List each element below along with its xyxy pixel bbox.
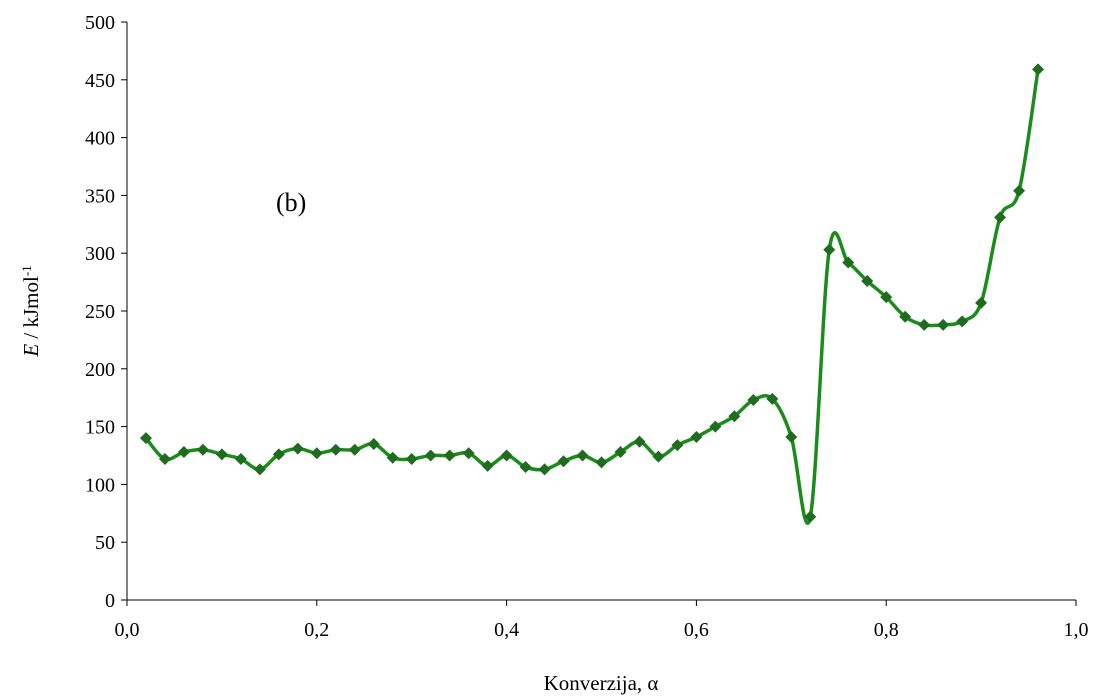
data-point-marker — [975, 296, 988, 309]
data-point-marker — [272, 448, 285, 461]
data-point-marker — [557, 455, 570, 468]
y-tick-label: 0 — [105, 590, 115, 612]
y-tick-label: 50 — [95, 532, 115, 554]
y-tick-label: 300 — [85, 243, 115, 265]
chart-annotation: (b) — [276, 188, 306, 217]
data-point-marker — [880, 291, 893, 304]
data-point-marker — [633, 435, 646, 448]
data-point-marker — [215, 448, 228, 461]
x-axis-title: Konverzija, α — [544, 671, 659, 695]
data-point-marker — [538, 463, 551, 476]
data-point-marker — [291, 442, 304, 455]
y-tick-label: 100 — [85, 474, 115, 496]
data-point-marker — [709, 420, 722, 433]
y-tick-label: 150 — [85, 417, 115, 439]
x-tick-label: 0,4 — [494, 619, 519, 641]
data-point-marker — [329, 443, 342, 456]
y-tick-label: 250 — [85, 301, 115, 323]
data-point-marker — [785, 431, 798, 444]
data-point-marker — [690, 431, 703, 444]
data-point-marker — [177, 446, 190, 459]
data-point-marker — [918, 318, 931, 331]
series-markers — [139, 63, 1045, 523]
data-point-marker — [747, 394, 760, 407]
data-point-marker — [367, 437, 380, 450]
data-point-marker — [443, 449, 456, 462]
data-point-marker — [861, 274, 874, 287]
data-point-marker — [956, 315, 969, 328]
axes — [126, 22, 1076, 601]
data-point-marker — [424, 449, 437, 462]
y-axis-title-symbol: E — [19, 344, 43, 358]
data-point-marker — [234, 452, 247, 465]
data-point-marker — [1013, 184, 1026, 197]
data-point-marker — [310, 447, 323, 460]
data-point-marker — [804, 510, 817, 523]
data-point-marker — [1032, 63, 1045, 76]
y-axis-ticks: 0 50 100 150 200 250 300 350 400 450 500 — [85, 12, 127, 612]
data-point-marker — [937, 318, 950, 331]
y-tick-label: 400 — [85, 128, 115, 150]
data-point-marker — [842, 256, 855, 269]
data-point-marker — [899, 310, 912, 323]
data-point-marker — [500, 449, 513, 462]
y-tick-label: 350 — [85, 185, 115, 207]
y-tick-label: 200 — [85, 359, 115, 381]
y-axis-title: E / kJmol-1 — [19, 265, 44, 357]
x-tick-label: 0,0 — [115, 619, 140, 641]
data-point-marker — [994, 211, 1007, 224]
data-point-marker — [348, 443, 361, 456]
data-point-marker — [595, 456, 608, 469]
data-point-marker — [519, 461, 532, 474]
data-point-marker — [823, 243, 836, 256]
x-tick-label: 1,0 — [1064, 619, 1089, 641]
data-point-marker — [158, 452, 171, 465]
data-point-marker — [196, 443, 209, 456]
data-point-marker — [614, 446, 627, 459]
y-tick-label: 450 — [85, 70, 115, 92]
data-point-marker — [139, 432, 152, 445]
data-point-marker — [766, 392, 779, 405]
data-point-marker — [386, 451, 399, 464]
data-point-marker — [652, 450, 665, 463]
data-point-marker — [405, 452, 418, 465]
data-point-marker — [576, 449, 589, 462]
data-point-marker — [728, 410, 741, 423]
x-axis-ticks: 0,0 0,2 0,4 0,6 0,8 1,0 — [115, 600, 1089, 641]
y-tick-label: 500 — [85, 12, 115, 34]
data-point-marker — [481, 459, 494, 472]
data-point-marker — [253, 463, 266, 476]
x-tick-label: 0,6 — [684, 619, 709, 641]
x-tick-label: 0,2 — [304, 619, 329, 641]
data-point-marker — [462, 447, 475, 460]
y-axis-title-exponent: -1 — [19, 265, 34, 276]
data-point-marker — [671, 439, 684, 452]
x-tick-label: 0,8 — [874, 619, 899, 641]
y-axis-title-unit: / kJmol — [19, 276, 43, 344]
